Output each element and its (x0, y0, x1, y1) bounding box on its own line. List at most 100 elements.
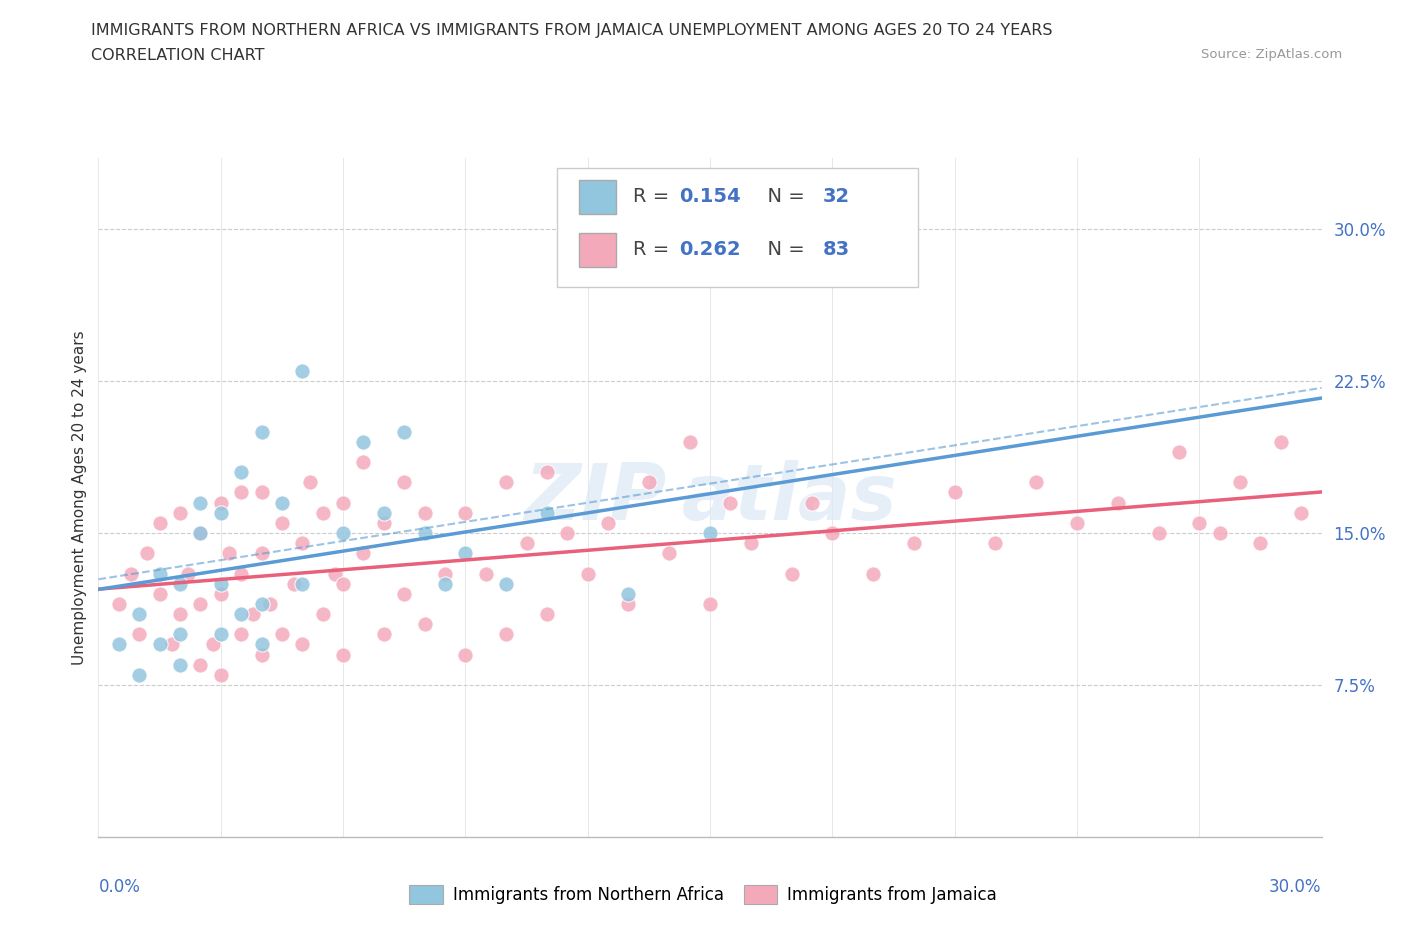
FancyBboxPatch shape (579, 232, 616, 267)
Point (658, 546, 681, 561)
Point (903, 536, 925, 551)
Point (250, 424, 273, 439)
Point (201, 637, 224, 652)
Text: R =: R = (633, 240, 673, 259)
Text: 83: 83 (823, 240, 849, 259)
Point (323, 566, 346, 581)
Point (188, 596, 212, 611)
Point (1291, 505, 1313, 520)
Point (1188, 515, 1211, 530)
Text: CORRELATION CHART: CORRELATION CHART (91, 48, 264, 63)
Text: 30.0%: 30.0% (1270, 878, 1322, 896)
Text: 0.154: 0.154 (679, 187, 741, 206)
Point (392, 475, 416, 490)
Point (231, 465, 253, 480)
Point (149, 587, 172, 602)
Point (984, 536, 1007, 551)
Point (638, 475, 661, 490)
Point (780, 566, 803, 581)
Point (352, 546, 374, 561)
Point (291, 536, 314, 551)
Point (149, 515, 172, 530)
Point (516, 536, 538, 551)
Point (1147, 525, 1170, 540)
Point (218, 546, 240, 561)
Point (250, 647, 273, 662)
Point (160, 637, 183, 652)
Point (352, 455, 374, 470)
Text: Source: ZipAtlas.com: Source: ZipAtlas.com (1202, 48, 1343, 61)
Point (169, 606, 191, 621)
Point (270, 495, 294, 510)
Text: IMMIGRANTS FROM NORTHERN AFRICA VS IMMIGRANTS FROM JAMAICA UNEMPLOYMENT AMONG AG: IMMIGRANTS FROM NORTHERN AFRICA VS IMMIG… (91, 23, 1053, 38)
Point (169, 577, 191, 591)
Point (373, 505, 395, 520)
Point (557, 525, 579, 540)
Text: 0.0%: 0.0% (98, 878, 141, 896)
Point (209, 495, 232, 510)
Point (699, 596, 721, 611)
Point (413, 505, 436, 520)
Point (250, 546, 273, 561)
Point (188, 525, 212, 540)
Point (332, 647, 354, 662)
Point (1249, 536, 1271, 551)
Point (413, 525, 436, 540)
Point (188, 658, 212, 672)
Point (617, 596, 640, 611)
Point (352, 434, 374, 449)
Text: N =: N = (755, 187, 808, 206)
Point (495, 577, 517, 591)
Point (454, 505, 477, 520)
Point (332, 577, 354, 591)
Point (209, 577, 232, 591)
Point (373, 627, 395, 642)
Text: 0.262: 0.262 (679, 240, 741, 259)
Point (392, 424, 416, 439)
Point (801, 495, 824, 510)
Point (720, 495, 742, 510)
Point (136, 546, 159, 561)
Point (495, 627, 517, 642)
Point (250, 637, 273, 652)
Point (169, 505, 191, 520)
Point (332, 495, 354, 510)
Point (1107, 495, 1129, 510)
Text: ZIP atlas: ZIP atlas (523, 459, 897, 536)
Point (108, 596, 131, 611)
Point (291, 637, 314, 652)
Point (231, 566, 253, 581)
Point (169, 658, 191, 672)
Point (149, 566, 172, 581)
Point (943, 485, 966, 500)
Point (495, 475, 517, 490)
Point (177, 566, 200, 581)
Point (108, 637, 131, 652)
Point (536, 465, 558, 480)
Point (454, 546, 477, 561)
Point (332, 525, 354, 540)
Point (242, 606, 264, 621)
Point (1270, 434, 1292, 449)
Point (1066, 515, 1088, 530)
Point (291, 577, 314, 591)
Point (259, 596, 281, 611)
Text: 32: 32 (823, 187, 849, 206)
Point (474, 566, 498, 581)
Point (821, 525, 844, 540)
Point (128, 668, 150, 683)
FancyBboxPatch shape (557, 168, 918, 287)
Point (536, 505, 558, 520)
Point (169, 627, 191, 642)
Point (128, 627, 150, 642)
Point (231, 485, 253, 500)
Legend: Immigrants from Northern Africa, Immigrants from Jamaica: Immigrants from Northern Africa, Immigra… (401, 876, 1005, 912)
Point (209, 505, 232, 520)
Point (231, 606, 253, 621)
Y-axis label: Unemployment Among Ages 20 to 24 years: Unemployment Among Ages 20 to 24 years (72, 330, 87, 665)
Point (270, 627, 294, 642)
Point (1209, 525, 1232, 540)
Point (1167, 445, 1189, 459)
Point (862, 566, 884, 581)
Point (699, 525, 721, 540)
